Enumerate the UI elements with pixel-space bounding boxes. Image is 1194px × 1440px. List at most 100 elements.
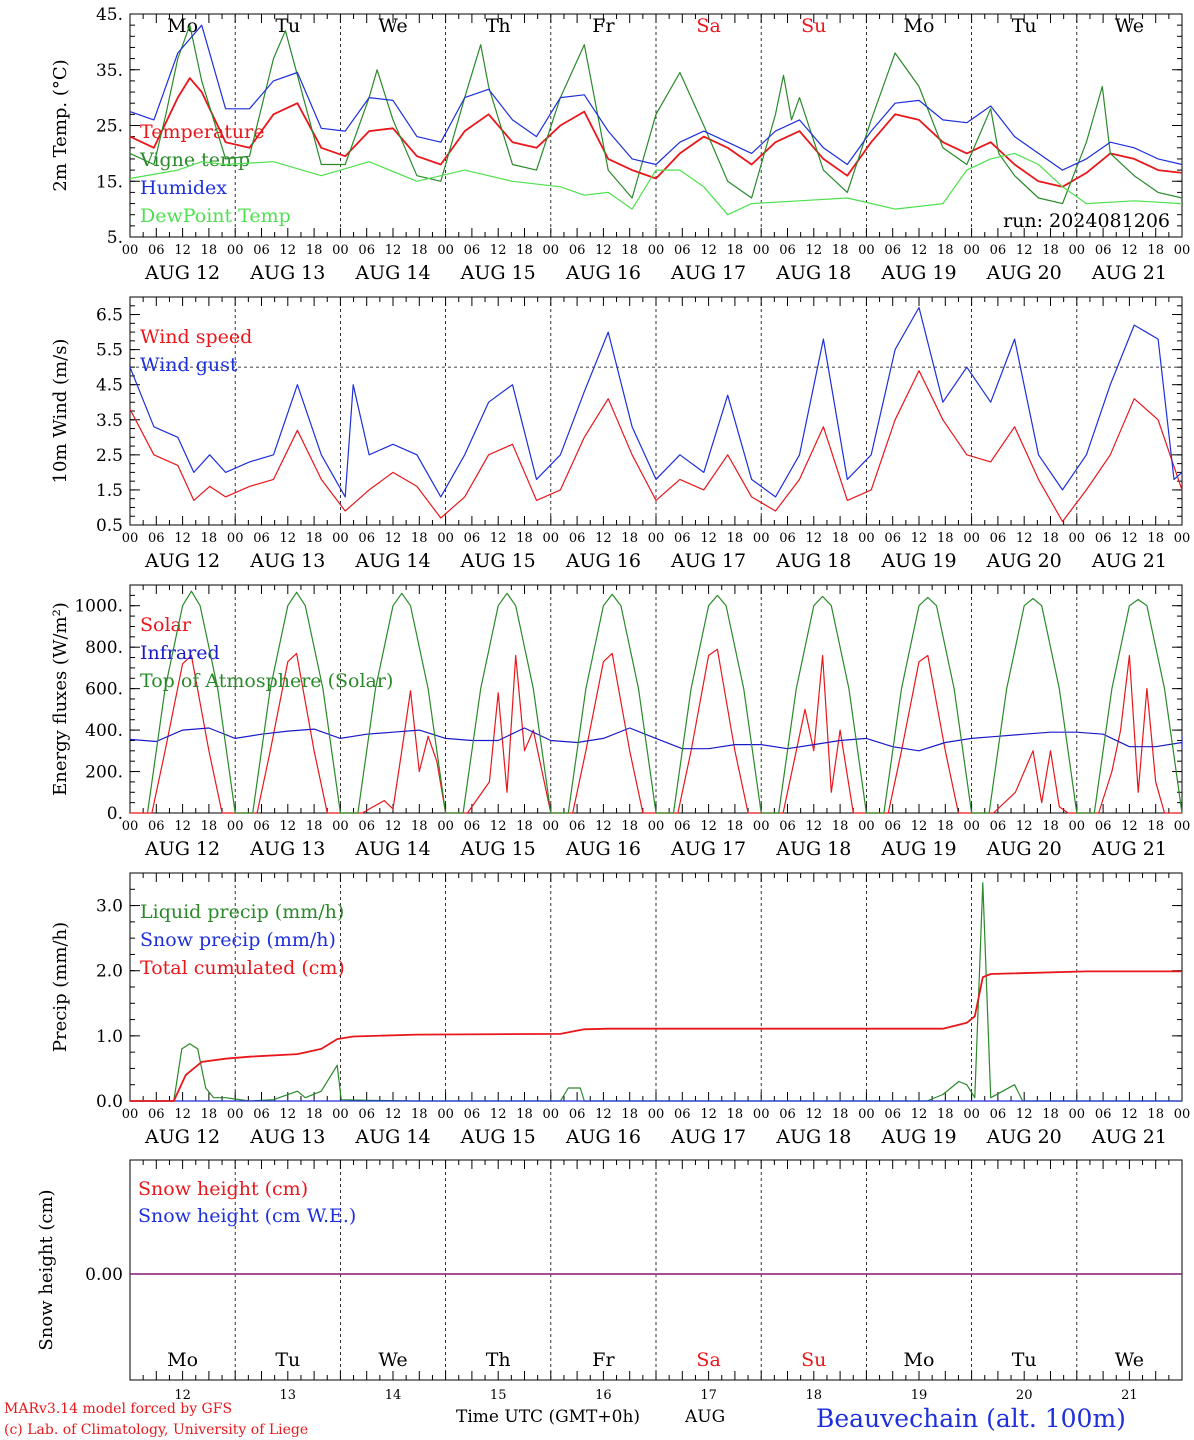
x-tick-label: 06	[1095, 819, 1112, 834]
series-line	[129, 24, 1183, 171]
x-tick-label: 18	[1147, 531, 1164, 546]
legend-entry: Wind speed	[140, 326, 252, 348]
y-tick-label: 4.5	[96, 376, 123, 396]
x-tick-label: 00	[1069, 531, 1086, 546]
x-tick-label: 00	[963, 819, 980, 834]
date-label: AUG 18	[775, 262, 851, 284]
day-number-label: 19	[911, 1388, 928, 1403]
x-tick-label: 12	[1121, 1107, 1138, 1122]
x-tick-label: 12	[1016, 819, 1033, 834]
legend-entry: Infrared	[140, 642, 220, 664]
x-tick-label: 12	[806, 243, 823, 258]
plot-frame	[129, 13, 1183, 238]
x-tick-label: 00	[543, 1107, 560, 1122]
y-tick-label: 2.0	[96, 962, 123, 982]
date-label: AUG 21	[1091, 550, 1167, 572]
date-label: AUG 14	[354, 262, 430, 284]
panel-3: 0. 200. 400. 600. 800. 1000.Energy fluxes (W/…	[50, 584, 1191, 860]
x-tick-label: 18	[1147, 1107, 1164, 1122]
weekday-label: Fr	[592, 15, 615, 37]
legend-entry: Solar	[140, 614, 192, 636]
series-line	[129, 370, 1183, 523]
x-tick-label: 06	[1095, 531, 1112, 546]
x-tick-label: 18	[411, 243, 428, 258]
x-tick-label: 18	[937, 243, 954, 258]
y-axis-label: 10m Wind (m/s)	[50, 339, 71, 484]
y-tick-label: 5.	[107, 228, 123, 248]
legend-entry: Wind gust	[140, 354, 238, 376]
x-tick-label: 00	[1174, 819, 1191, 834]
weekday-label: Fr	[592, 1349, 615, 1371]
y-tick-label: 3.0	[96, 897, 123, 917]
x-tick-label: 18	[621, 531, 638, 546]
date-label: AUG 19	[880, 550, 956, 572]
x-tick-label: 18	[1147, 243, 1164, 258]
weekday-label: We	[378, 15, 407, 37]
y-tick-label: 600.	[85, 680, 123, 700]
series-line	[129, 24, 1183, 205]
x-tick-label: 00	[648, 531, 665, 546]
x-tick-label: 12	[911, 1107, 928, 1122]
x-tick-label: 12	[174, 1107, 191, 1122]
date-label: AUG 15	[460, 838, 536, 860]
date-label: AUG 20	[986, 262, 1062, 284]
x-tick-label: 06	[253, 243, 270, 258]
y-tick-label: 1000.	[74, 597, 123, 617]
x-tick-label: 12	[595, 1107, 612, 1122]
x-tick-label: 00	[122, 819, 139, 834]
legend-entry: Humidex	[140, 177, 227, 199]
x-tick-label: 12	[911, 243, 928, 258]
footer-station: Beauvechain (alt. 100m)	[816, 1404, 1126, 1433]
x-tick-label: 18	[832, 531, 849, 546]
x-tick-label: 06	[990, 243, 1007, 258]
x-tick-label: 06	[358, 1107, 375, 1122]
x-tick-label: 12	[280, 243, 297, 258]
x-tick-label: 18	[1042, 819, 1059, 834]
x-tick-label: 12	[806, 531, 823, 546]
x-tick-label: 06	[990, 531, 1007, 546]
legend-entry: Snow precip (mm/h)	[140, 929, 336, 951]
x-tick-label: 18	[832, 819, 849, 834]
x-tick-label: 12	[1016, 1107, 1033, 1122]
x-tick-label: 06	[464, 243, 481, 258]
x-tick-label: 00	[858, 243, 875, 258]
y-tick-label: 45.	[96, 5, 123, 25]
date-label: AUG 13	[249, 262, 325, 284]
x-tick-label: 12	[1016, 243, 1033, 258]
x-tick-label: 06	[464, 531, 481, 546]
series-line	[130, 970, 1182, 1102]
date-label: AUG 15	[460, 262, 536, 284]
x-tick-label: 12	[700, 819, 717, 834]
date-label: AUG 16	[565, 838, 641, 860]
day-number-label: 12	[174, 1388, 191, 1403]
x-tick-label: 18	[1147, 819, 1164, 834]
weekday-label: Mo	[904, 15, 935, 37]
x-tick-label: 00	[122, 1107, 139, 1122]
weekday-label: We	[378, 1349, 407, 1371]
date-label: AUG 18	[775, 1126, 851, 1148]
x-tick-label: 12	[911, 819, 928, 834]
x-tick-label: 06	[253, 1107, 270, 1122]
x-tick-label: 18	[306, 243, 323, 258]
x-tick-label: 18	[1042, 531, 1059, 546]
x-tick-label: 00	[648, 243, 665, 258]
day-number-label: 21	[1121, 1388, 1138, 1403]
date-label: AUG 13	[249, 550, 325, 572]
x-tick-label: 06	[569, 531, 586, 546]
x-tick-label: 18	[306, 1107, 323, 1122]
weekday-label: Sa	[696, 1349, 720, 1371]
date-label: AUG 17	[670, 262, 746, 284]
x-tick-label: 06	[674, 243, 691, 258]
x-tick-label: 12	[1016, 531, 1033, 546]
weekday-label: Tu	[1012, 15, 1037, 37]
date-label: AUG 17	[670, 550, 746, 572]
x-tick-label: 12	[385, 243, 402, 258]
x-tick-label: 06	[569, 1107, 586, 1122]
x-tick-label: 18	[1042, 1107, 1059, 1122]
y-tick-label: 6.5	[96, 306, 123, 326]
x-tick-label: 06	[990, 1107, 1007, 1122]
x-tick-label: 00	[858, 819, 875, 834]
series-line	[129, 152, 1183, 216]
x-tick-label: 18	[411, 1107, 428, 1122]
date-label: AUG 16	[565, 550, 641, 572]
